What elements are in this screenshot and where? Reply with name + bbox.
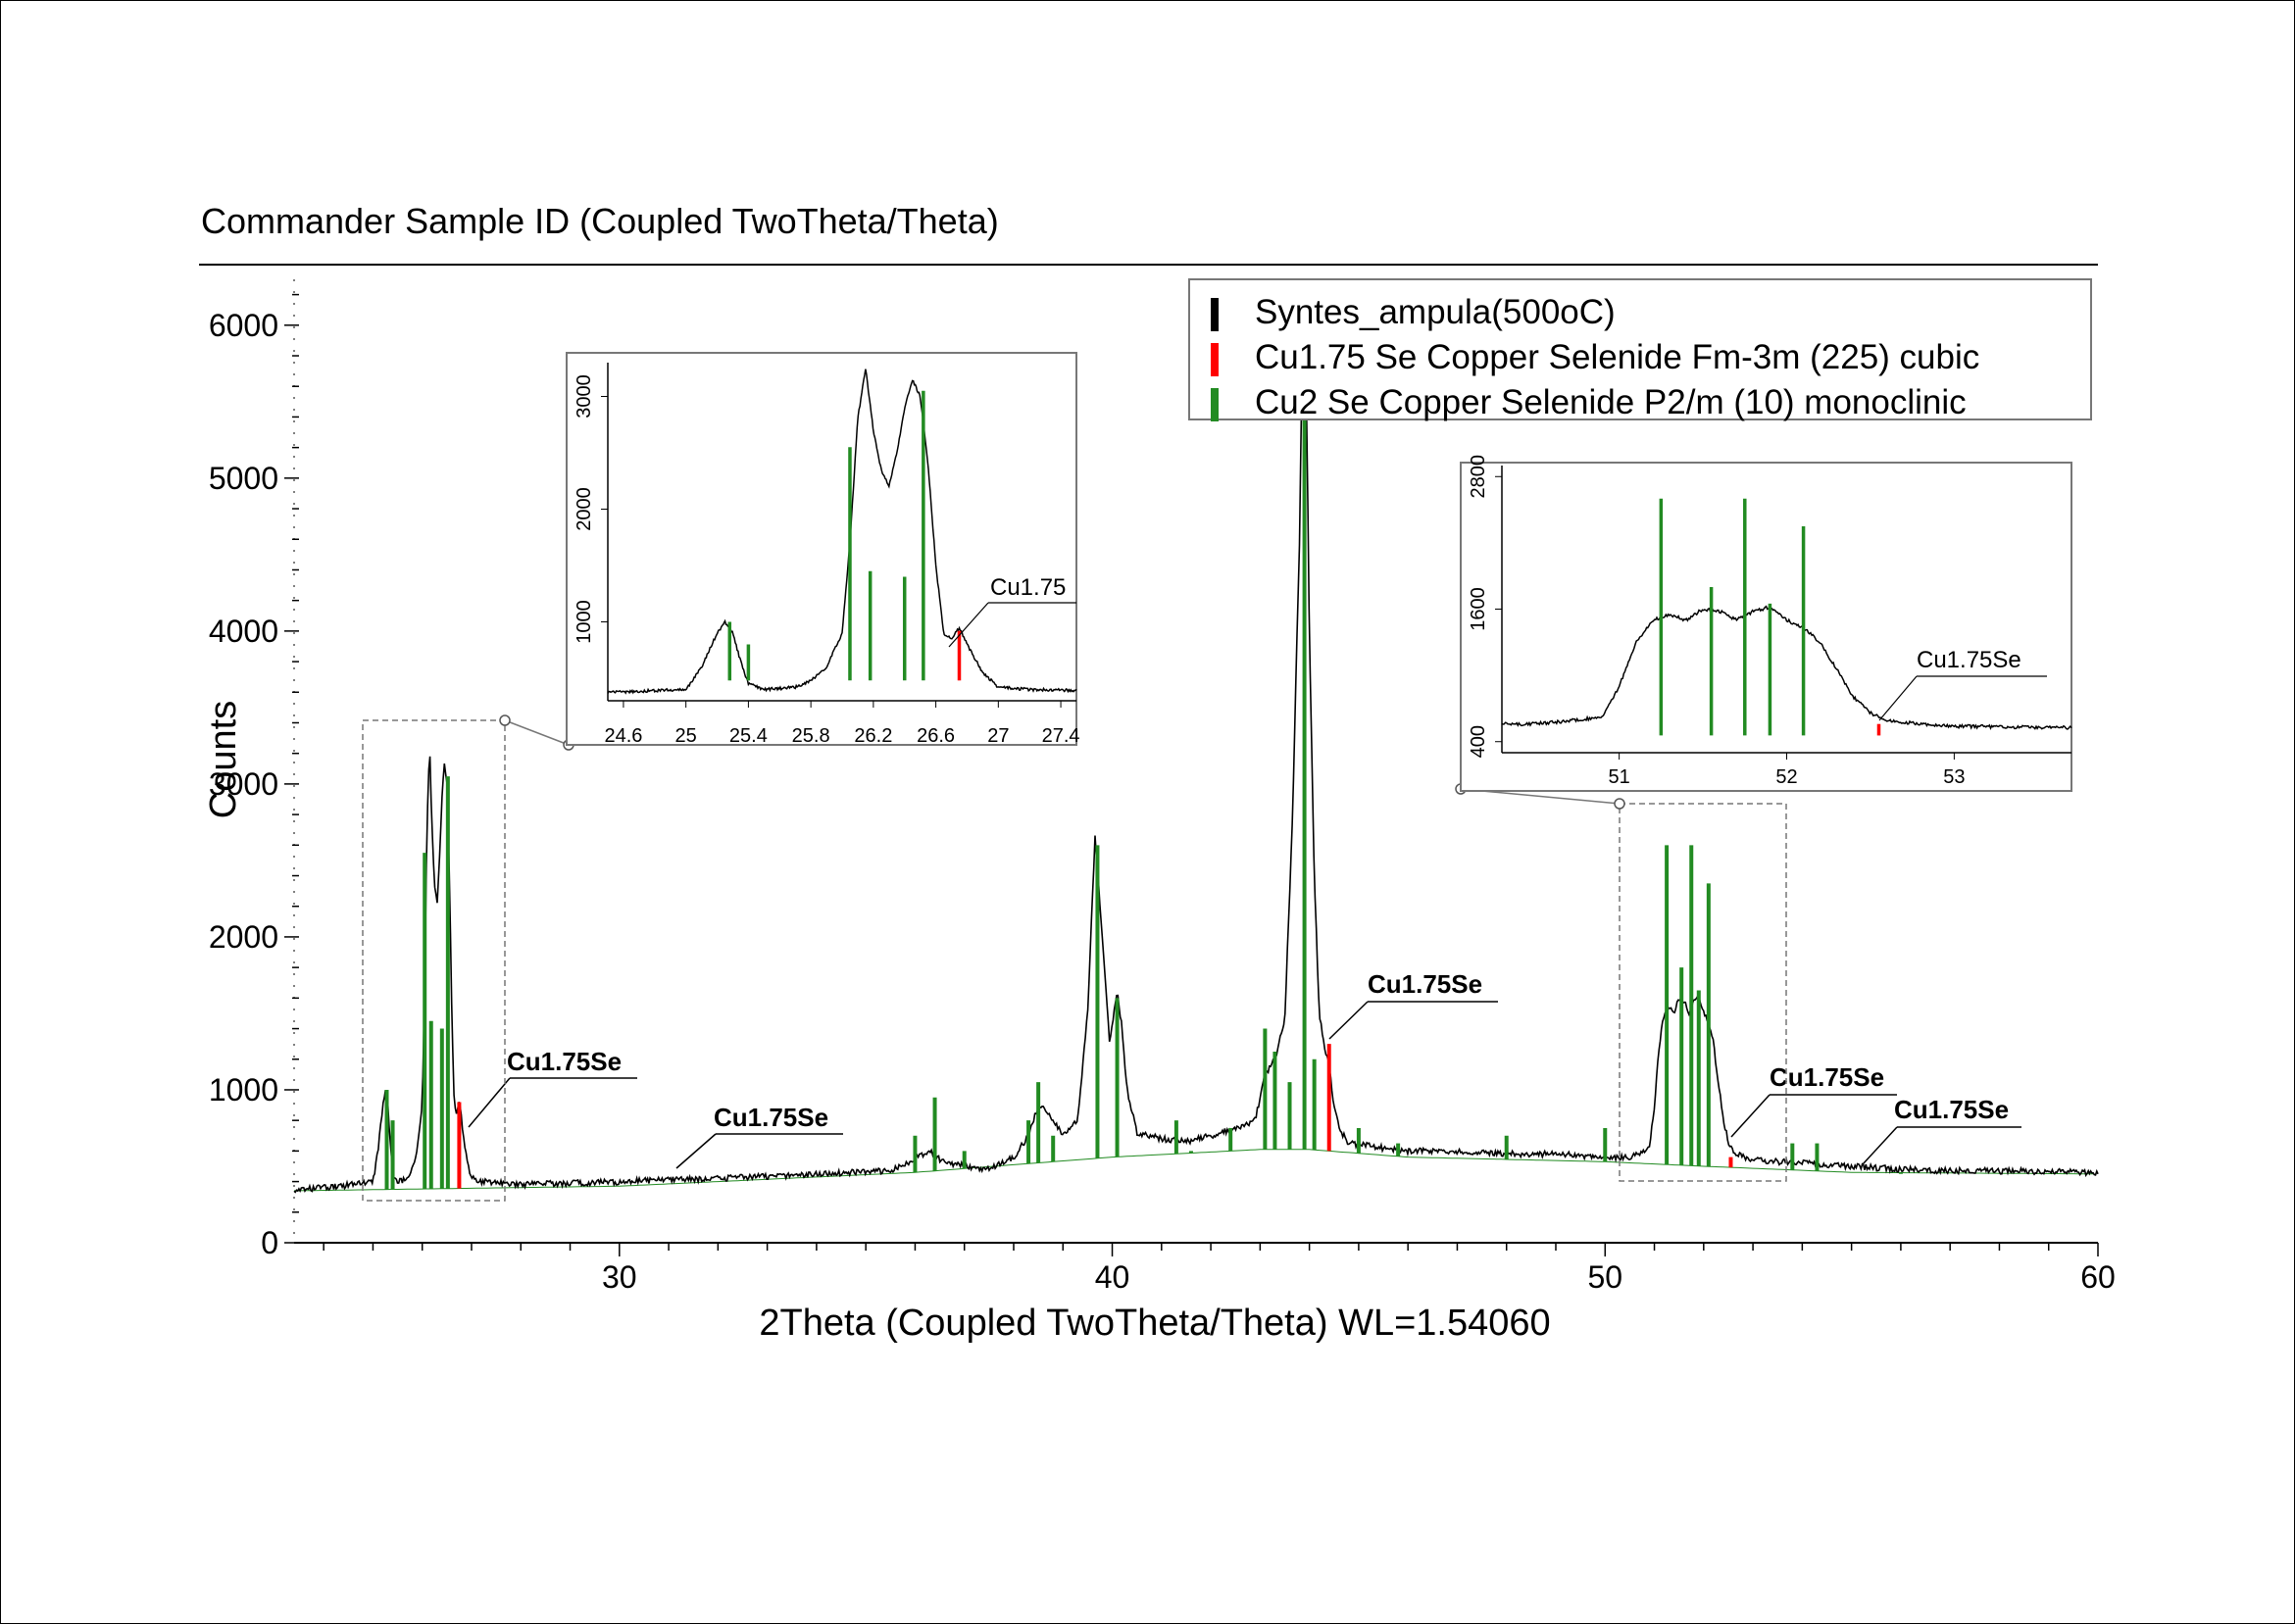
inset-2-y-tick-label: 400	[1468, 725, 1489, 758]
inset-1-x-tick-label: 25.8	[792, 725, 830, 747]
inset-1-y-tick-label: 2000	[574, 487, 595, 531]
zoom-region-2	[1619, 803, 1787, 1182]
annotation-1: Cu1.75Se	[468, 1047, 637, 1128]
spectrum-layer	[293, 345, 2099, 1194]
inset-1-x-tick-label: 27.4	[1042, 725, 1080, 747]
zoom-connector-1	[504, 719, 570, 746]
annotation-label: Cu1.75Se	[1770, 1062, 1884, 1092]
inset-1-x-tick-label: 24.6	[604, 725, 642, 747]
annotation-label: Cu1.75Se	[714, 1103, 828, 1132]
inset-1-x-tick-label: 26.6	[917, 725, 955, 747]
annotation-3: Cu1.75Se	[1328, 969, 1498, 1040]
x-axis-label: 2Theta (Coupled TwoTheta/Theta) WL=1.540…	[759, 1303, 1550, 1344]
inset-1-x-tick-label: 26.2	[854, 725, 892, 747]
inset-2-x-tick-layer: 51 52 53	[1608, 753, 1966, 788]
zoom-region-1	[362, 719, 506, 1202]
reference-peaks-layer	[384, 340, 1903, 1190]
annotation-4: Cu1.75Se	[1730, 1062, 1897, 1138]
inset-2-x-tick-label: 51	[1608, 766, 1629, 788]
annotation-label: Cu1.75Se	[1368, 969, 1482, 999]
inset-1-frame	[566, 352, 1077, 746]
main-background-curve	[294, 1149, 2094, 1192]
inset-2-y-tick-layer: 400 1600 2800	[1468, 455, 1502, 758]
inset-2-y-tick-label: 1600	[1468, 587, 1489, 631]
inset-1-spectrum-line	[607, 369, 1077, 695]
legend-label: Cu2 Se Copper Selenide P2/m (10) monocli…	[1255, 383, 1967, 421]
inset-2-frame	[1460, 462, 2072, 792]
y-tick-label: 4000	[209, 614, 278, 649]
legend: Syntes_ampula(500oC) Cu1.75 Se Copper Sel…	[1188, 278, 2092, 421]
inset-2-x-tick-label: 53	[1943, 766, 1965, 788]
annotation-2: Cu1.75Se	[675, 1103, 843, 1169]
x-tick-label: 30	[602, 1259, 637, 1295]
legend-swatch	[1211, 388, 1219, 421]
inset-1-x-tick-label: 25.4	[729, 725, 768, 747]
y-tick-label: 2000	[209, 919, 278, 955]
y-tick-label: 1000	[209, 1072, 278, 1107]
inset-1-annotation-leader	[948, 602, 989, 648]
y-tick-label: 6000	[209, 308, 278, 343]
x-tick-layer: 30 40 50 60	[323, 1243, 2116, 1295]
inset-1-reference-layer	[727, 390, 962, 681]
inset-2-annotation: Cu1.75Se	[1917, 647, 2021, 673]
chart-title: Commander Sample ID (Coupled TwoTheta/Th…	[201, 201, 999, 241]
x-tick-label: 40	[1095, 1259, 1130, 1295]
y-tick-label: 0	[261, 1225, 278, 1260]
zoom-connector-1-start	[499, 714, 511, 726]
inset-1-x-tick-label: 25	[675, 725, 697, 747]
legend-label: Cu1.75 Se Copper Selenide Fm-3m (225) cu…	[1255, 338, 1979, 376]
y-tick-label: 3000	[209, 766, 278, 802]
y-tick-layer: 0 1000 2000 3000 4000 5000 6000	[209, 293, 299, 1260]
legend-label: Syntes_ampula(500oC)	[1255, 293, 1616, 331]
legend-box	[1188, 278, 2092, 420]
annotation-5: Cu1.75Se	[1862, 1095, 2021, 1165]
zoom-connector-2-end	[1614, 798, 1625, 810]
inset-1: 24.6 25 25.4 25.8 26.2 26.6 27 27.4 1000 2000 300…	[566, 352, 1080, 747]
y-axis-label: Counts	[203, 701, 244, 818]
inset-2-x-tick-label: 52	[1775, 766, 1797, 788]
inset-1-annotation: Cu1.75	[990, 574, 1066, 601]
inset-1-x-tick-label: 27	[987, 725, 1009, 747]
annotation-label: Cu1.75Se	[507, 1047, 622, 1076]
annotation-label: Cu1.75Se	[1894, 1095, 2009, 1124]
annotation-layer: Cu1.75Se Cu1.75Se Cu1.75Se Cu1.75Se Cu1.…	[468, 969, 2021, 1169]
inset-2-y-tick-label: 2800	[1468, 455, 1489, 499]
x-tick-label: 60	[2080, 1259, 2116, 1295]
legend-swatch	[1211, 343, 1219, 376]
legend-items: Syntes_ampula(500oC) Cu1.75 Se Copper Sel…	[1211, 293, 1979, 421]
inset-2: 51 52 53 400 1600 2800 Cu1.75Se	[1460, 455, 2072, 792]
main-spectrum-line	[293, 345, 2099, 1194]
inset-2-annotation-leader	[1878, 675, 1918, 721]
inset-2-reference-layer	[1659, 498, 1881, 736]
inset-2-spectrum-layer	[1501, 605, 2072, 731]
legend-swatch	[1211, 298, 1219, 331]
y-tick-label: 5000	[209, 461, 278, 496]
inset-1-y-tick-layer: 1000 2000 3000	[574, 374, 608, 644]
inset-1-spectrum-layer	[607, 369, 1077, 695]
x-tick-label: 50	[1587, 1259, 1622, 1295]
inset-1-y-tick-label: 3000	[574, 374, 595, 418]
main-plot: 30 40 50 60 0 1000 2000 3000 4000 5000 6000 2Thet…	[203, 279, 2116, 1344]
inset-2-spectrum-line	[1501, 605, 2072, 731]
inset-1-x-tick-layer: 24.6 25 25.4 25.8 26.2 26.6 27 27.4	[604, 701, 1080, 747]
inset-1-y-tick-label: 1000	[574, 600, 595, 644]
